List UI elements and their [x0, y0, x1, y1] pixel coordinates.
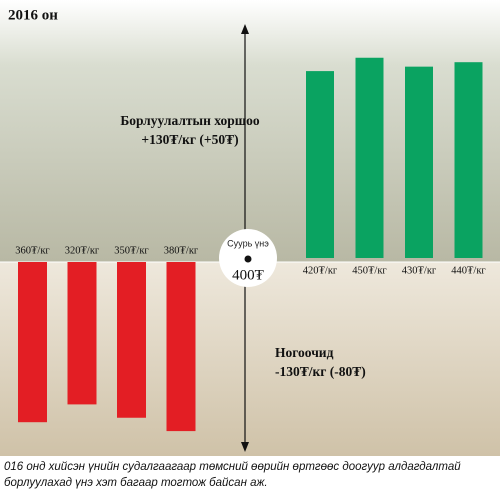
bar [454, 62, 483, 259]
group-annotation: +130₮/кг (+50₮) [141, 132, 238, 147]
value-label: 440₮/кг [451, 265, 486, 276]
arrow-head-bottom [241, 442, 249, 452]
value-label: 420₮/кг [303, 265, 338, 276]
group-name: Борлуулалтын хоршоо [120, 113, 260, 128]
bar [355, 57, 384, 258]
bar [18, 262, 47, 423]
caption-line: борлуулахад үнэ хэт багаар тогтож байсан… [4, 477, 268, 489]
base-label: Суурь үнэ [227, 238, 269, 248]
base-dot [244, 255, 252, 263]
value-label: 320₮/кг [65, 245, 100, 256]
caption-line: 016 онд хийсэн үнийн судалгаагаар төмсни… [4, 461, 461, 473]
chart-title: 2016 он [8, 7, 58, 23]
caption: 016 онд хийсэн үнийн судалгаагаар төмсни… [4, 459, 498, 491]
value-label: 450₮/кг [352, 265, 387, 276]
bar [405, 66, 433, 259]
bar [306, 71, 334, 258]
value-label: 350₮/кг [114, 245, 149, 256]
group-annotation: -130₮/кг (-80₮) [275, 364, 366, 379]
base-value: 400₮ [232, 267, 264, 283]
bar [166, 262, 196, 432]
group-name: Ногоочид [275, 345, 334, 360]
chart: 2016 он Суурь үнэ 400₮ 360₮/кг 320₮/кг 350… [0, 0, 500, 456]
value-label: 360₮/кг [15, 245, 50, 256]
value-label: 380₮/кг [164, 245, 199, 256]
arrow-head-top [241, 24, 249, 34]
bar [117, 262, 146, 418]
value-label: 430₮/кг [402, 265, 437, 276]
bar [67, 262, 97, 405]
